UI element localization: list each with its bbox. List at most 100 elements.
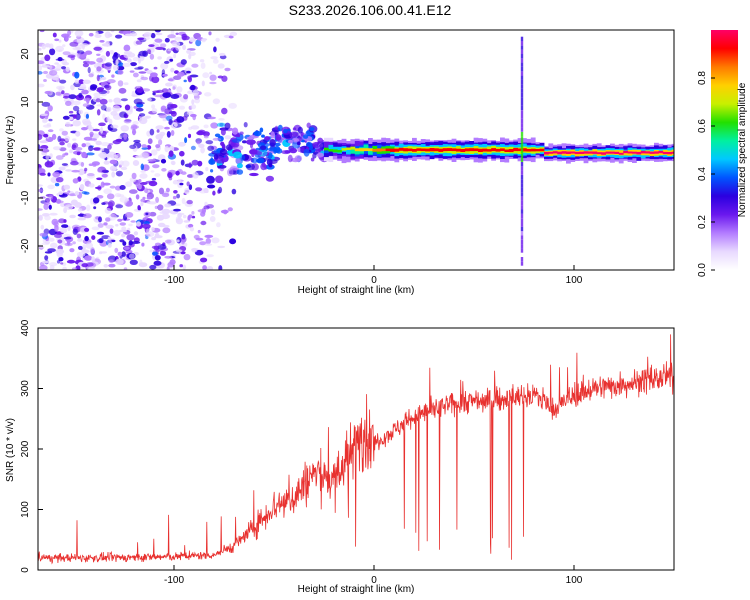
spectrogram-cell [133, 231, 139, 236]
spectrogram-cell [520, 97, 524, 102]
spectrogram-cell [214, 133, 221, 138]
spectrogram-cell [520, 118, 524, 124]
spectrogram-cells [38, 30, 674, 270]
spectrogram-cell [346, 147, 351, 150]
spectrogram-cell [71, 100, 81, 106]
spectrogram-cell [61, 163, 68, 166]
spectrogram-y-ticks: -20 -10 0 10 20 [20, 48, 43, 253]
colorbar-gradient [711, 30, 738, 270]
colorbar-ticks: 0.0 0.2 0.4 0.6 0.8 [697, 71, 715, 277]
spectrogram-cell [99, 98, 108, 105]
spectrogram-cell [41, 101, 51, 107]
spectrogram-cell [58, 86, 63, 93]
spectrogram-cell [142, 196, 146, 200]
spectrogram-cell [217, 75, 224, 79]
spectrogram-cell [224, 67, 231, 72]
spectrogram-cell [671, 151, 674, 154]
spectrogram-cell [227, 168, 234, 177]
spectrogram-cell [44, 54, 51, 62]
spectrogram-cell [98, 237, 104, 244]
spectrogram-cell [268, 147, 278, 152]
spectrogram-cell [54, 38, 60, 42]
spectrogram-cell [213, 153, 219, 160]
spectrogram-cell [129, 259, 138, 265]
spectrogram-cell [62, 115, 70, 120]
spectrogram-cell [142, 223, 151, 229]
spectrogram-cell [180, 251, 186, 255]
spectrogram-cell [136, 101, 145, 105]
spectrogram-cell [39, 232, 48, 237]
spectrogram-cell [645, 151, 650, 154]
spectrogram-cell [200, 220, 207, 226]
spectrogram-cell [38, 168, 46, 175]
spectrogram-cell [67, 142, 72, 148]
spectrogram-cell [520, 36, 524, 41]
spectrogram-cell [520, 49, 524, 54]
spectrogram-cell [228, 35, 234, 39]
spectrogram-cell [62, 51, 71, 56]
spectrogram-cell [456, 148, 461, 152]
spectrogram-cell [93, 147, 102, 151]
spectrogram-cell [150, 149, 158, 156]
spectrogram-cell [570, 151, 576, 154]
spectrogram-cell [47, 105, 53, 112]
spectrogram-cell [328, 149, 334, 152]
spectrogram-cell [96, 57, 103, 63]
spectrogram-cell [229, 31, 238, 37]
spectrogram-cell [552, 151, 558, 154]
spectrogram-cell [157, 56, 162, 60]
spectrogram-cell [119, 111, 127, 118]
spectrogram-cell [93, 197, 100, 204]
spectrogram-cell [55, 248, 65, 255]
spectrogram-cell [59, 128, 64, 132]
spectrogram-cell [259, 127, 264, 133]
spectrogram-cell [101, 76, 107, 81]
snr-x-tick-label: -100 [164, 575, 184, 586]
spectrogram-cell [230, 141, 240, 148]
spectrogram-cell [111, 74, 115, 78]
spectrogram-cell [59, 138, 66, 142]
spectrogram-cell [71, 157, 77, 162]
spectrogram-cell [109, 165, 118, 172]
spectrogram-cell [535, 149, 540, 152]
spectrogram-cell [206, 175, 215, 184]
spectrogram-cell [526, 149, 532, 152]
spectrogram-cell [72, 114, 77, 119]
spectrogram-cell [341, 148, 347, 151]
spectrogram-cell [256, 157, 265, 164]
spectrogram-cell [203, 124, 209, 129]
spectrogram-cell [289, 131, 298, 139]
spectrogram-cell [38, 133, 43, 141]
spectrogram-cell [58, 166, 66, 171]
spectrogram-cell [207, 116, 217, 120]
spectrogram-cell [148, 44, 155, 47]
spectrogram-cell [164, 255, 173, 259]
spectrogram-cell [126, 58, 132, 63]
spectrogram-cell [179, 241, 188, 248]
spectrogram-cell [38, 184, 43, 187]
spectrogram-cell [126, 234, 135, 241]
spectrogram-cell [93, 92, 101, 98]
spectrogram-cell [130, 62, 137, 67]
spectrogram-cell [96, 109, 101, 116]
spectrogram-cell [167, 78, 174, 82]
spectrogram-cell [170, 104, 178, 109]
spectrogram-cell [227, 207, 233, 212]
spectrogram-cell [292, 127, 297, 131]
spectrogram-cell [211, 237, 220, 244]
spectrogram-cell [522, 148, 527, 152]
spectrogram-cell [306, 122, 311, 129]
spectrogram-cell [74, 30, 84, 37]
spectrogram-cell [151, 108, 158, 114]
spectrogram-cell [48, 204, 52, 210]
spectrogram-cell [82, 79, 91, 85]
spectrogram-cell [204, 243, 213, 246]
spectrogram-cell [520, 62, 524, 67]
spectrogram-cell [228, 102, 237, 109]
spectrogram-cell [68, 94, 77, 100]
spectrogram-cell [194, 98, 201, 104]
spectrogram-cell [283, 128, 288, 134]
spectrogram-cell [115, 204, 124, 209]
spectrogram-cell [520, 200, 524, 206]
spectrogram-cell [39, 140, 48, 144]
